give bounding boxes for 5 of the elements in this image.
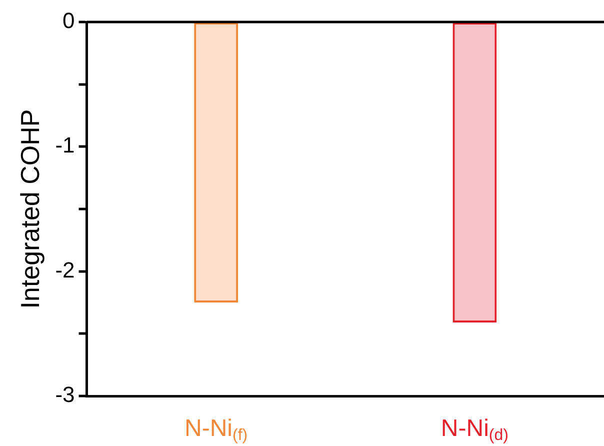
y-tick-label: 0 xyxy=(62,8,75,34)
y-tick-label: -1 xyxy=(55,132,75,158)
y-axis-title: Integrated COHP xyxy=(14,109,45,309)
y-tick-label: -3 xyxy=(55,382,75,408)
y-tick-label: -2 xyxy=(55,257,75,282)
